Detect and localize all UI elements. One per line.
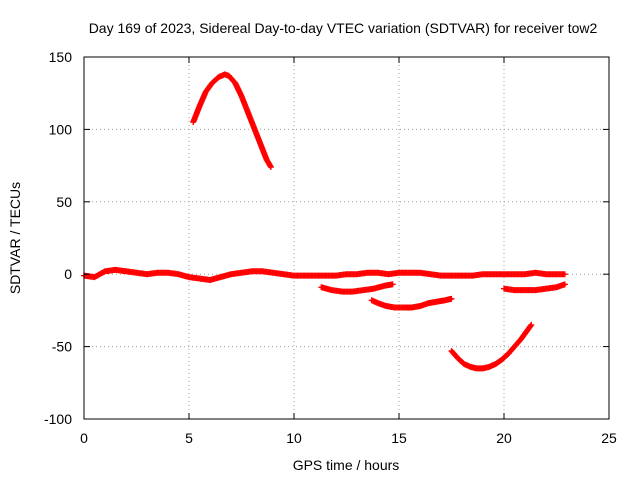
axis-ticks: 0 5 10 15 20 25 -100 -50 0 50 100 150 (44, 49, 617, 446)
x-tick-label: 20 (496, 430, 512, 446)
data-point (267, 163, 274, 170)
series-arc-a (318, 281, 396, 295)
data-point (388, 281, 395, 288)
series-arc-low (448, 321, 535, 372)
plot-frame (83, 56, 610, 420)
grid-lines (84, 57, 609, 419)
x-tick-label: 5 (185, 430, 193, 446)
y-tick-label: -100 (44, 411, 72, 427)
series-arc-high (190, 71, 274, 171)
series-arc-c (501, 281, 568, 294)
y-tick-label: 150 (49, 49, 73, 65)
x-tick-label: 25 (601, 430, 617, 446)
y-tick-label: 0 (64, 266, 72, 282)
x-tick-label: 0 (80, 430, 88, 446)
data-point (527, 322, 534, 329)
data-point (526, 323, 533, 330)
y-axis-label: SDTVAR / TECUs (7, 182, 23, 294)
x-tick-label: 10 (286, 430, 302, 446)
series-arc-b (368, 295, 455, 311)
data-points (81, 71, 568, 372)
y-tick-label: 100 (49, 121, 73, 137)
x-tick-label: 15 (391, 430, 407, 446)
y-tick-label: -50 (52, 339, 72, 355)
y-tick-label: 50 (56, 194, 72, 210)
data-point (560, 271, 567, 278)
data-point (447, 296, 454, 303)
series-arc-near-zero (81, 266, 568, 283)
x-axis-label: GPS time / hours (293, 457, 400, 473)
data-point (560, 281, 567, 288)
chart-title: Day 169 of 2023, Sidereal Day-to-day VTE… (89, 20, 598, 36)
